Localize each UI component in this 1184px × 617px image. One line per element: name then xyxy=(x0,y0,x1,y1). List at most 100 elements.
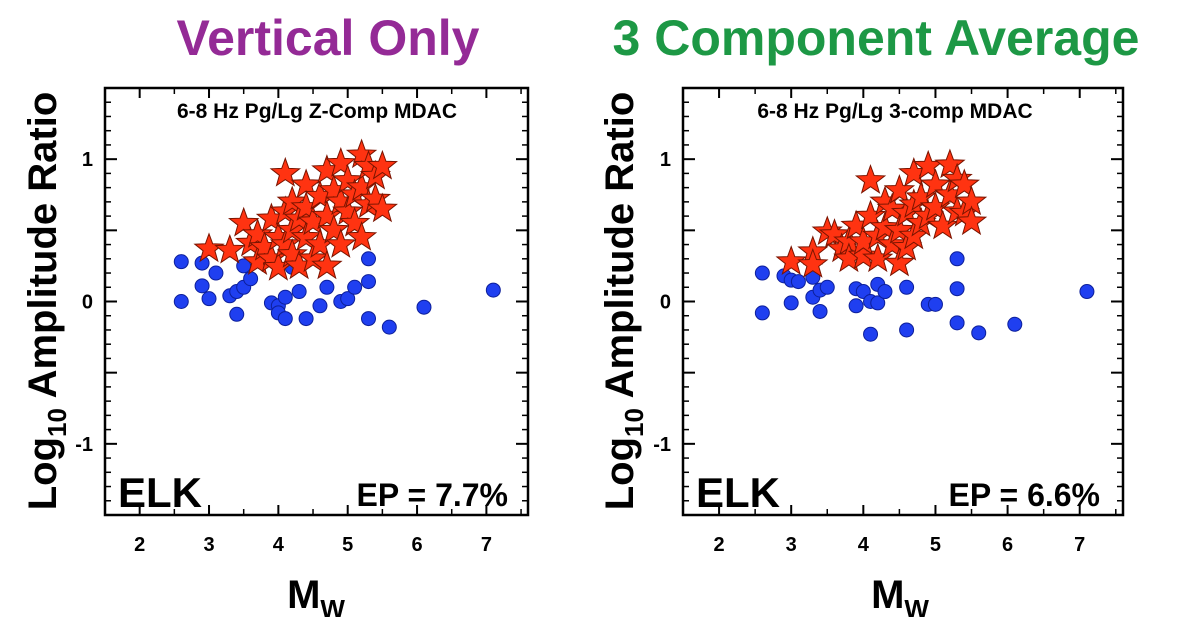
right-circle-point xyxy=(754,265,770,281)
left-x-tick-label: 5 xyxy=(342,534,353,556)
left-ep-label: EP = 7.7% xyxy=(356,477,508,513)
right-star-point xyxy=(797,248,829,278)
right-ep-label: EP = 6.6% xyxy=(948,477,1100,513)
left-circle-point xyxy=(298,311,314,327)
left-circle-point xyxy=(319,279,335,295)
right-station-label: ELK xyxy=(696,469,780,516)
left-x-axis-title-main: M xyxy=(287,573,320,617)
left-star-point xyxy=(366,149,398,180)
right-x-tick-label: 4 xyxy=(858,534,870,556)
left-station-label: ELK xyxy=(118,469,202,516)
left-y-axis-title-main: Log xyxy=(21,437,65,510)
right-star-point xyxy=(883,246,916,277)
right-star-point xyxy=(919,168,952,199)
right-star-point xyxy=(955,205,988,236)
left-x-tick-label: 3 xyxy=(203,534,214,556)
left-star-point xyxy=(339,206,371,237)
left-circle-point xyxy=(291,284,307,300)
left-star-point xyxy=(241,218,274,248)
right-panel: 3 Component Average 6-8 Hz Pg/Lg 3-comp … xyxy=(598,10,1139,617)
left-star-point xyxy=(345,221,378,251)
right-x-axis-title-sub: W xyxy=(904,594,929,617)
right-x-tick-label: 6 xyxy=(1002,534,1013,556)
left-star-point xyxy=(318,213,350,244)
right-x-tick-label: 2 xyxy=(714,534,725,556)
left-plot-title: 6-8 Hz Pg/Lg Z-Comp MDAC xyxy=(177,100,457,123)
right-circle-point xyxy=(899,322,915,338)
left-circle-point xyxy=(194,278,210,294)
left-circle-point xyxy=(173,294,189,309)
right-circle-point xyxy=(848,298,864,314)
left-circle-point xyxy=(312,298,328,314)
left-axis-ticks: 2 3 4 5 6 7 1 0 -1 xyxy=(75,87,528,556)
left-star-point xyxy=(276,185,308,216)
right-star-point xyxy=(927,209,959,240)
right-star-point xyxy=(775,245,807,275)
left-circle-point xyxy=(485,282,501,298)
right-y-axis-title-rest: Amplitude Ratio xyxy=(598,92,642,408)
left-circle-point xyxy=(277,311,293,327)
left-star-point xyxy=(297,242,329,273)
left-x-tick-label: 6 xyxy=(411,534,422,556)
right-x-tick-label: 3 xyxy=(786,534,797,556)
right-circle-point xyxy=(790,274,806,290)
right-star-point xyxy=(883,213,916,244)
left-circle-point xyxy=(243,271,259,287)
right-star-point xyxy=(934,148,966,179)
left-circle-point xyxy=(229,306,245,322)
right-x-axis-title-main: M xyxy=(871,573,904,617)
right-star-point xyxy=(883,174,916,204)
right-star-point xyxy=(854,164,887,194)
left-x-tick-label: 2 xyxy=(134,534,145,556)
left-circle-point xyxy=(201,291,217,307)
right-x-axis-title: MW xyxy=(871,573,929,617)
left-star-point xyxy=(311,199,343,230)
right-y-axis-title-sub: 10 xyxy=(619,408,649,437)
left-y-axis-title-sub: 10 xyxy=(42,408,72,437)
left-circle-point xyxy=(361,251,377,267)
left-star-point xyxy=(325,146,357,177)
right-plot-frame xyxy=(681,86,1125,517)
right-circle-point xyxy=(783,295,799,311)
left-circle-point xyxy=(173,254,189,270)
left-star-point xyxy=(228,206,260,237)
left-circle-point xyxy=(347,279,363,295)
left-star-point xyxy=(214,233,246,264)
left-circle-point xyxy=(361,311,377,327)
right-plot-title: 6-8 Hz Pg/Lg 3-comp MDAC xyxy=(757,100,1032,123)
right-x-tick-label: 5 xyxy=(930,534,941,556)
left-circle-point xyxy=(361,274,377,290)
right-circle-point xyxy=(927,296,943,312)
right-circle-point xyxy=(949,251,965,267)
right-circle-point xyxy=(863,326,879,342)
right-circle-point xyxy=(971,325,987,341)
right-y-axis-title: Log10 Amplitude Ratio xyxy=(598,92,649,511)
right-circle-point xyxy=(1079,284,1095,300)
left-circle-point xyxy=(340,291,356,307)
right-circle-point xyxy=(949,281,965,297)
right-circle-point xyxy=(812,303,828,319)
left-y-tick-label: -1 xyxy=(75,434,93,456)
left-circle-point xyxy=(381,319,397,335)
right-y-tick-label: 1 xyxy=(660,149,671,171)
left-x-axis-title: MW xyxy=(287,573,345,617)
left-x-tick-label: 7 xyxy=(481,534,492,556)
left-heading: Vertical Only xyxy=(177,10,480,66)
right-y-axis-title-main: Log xyxy=(598,437,642,510)
left-circle-point xyxy=(208,265,224,281)
right-y-tick-label: 0 xyxy=(660,292,671,314)
left-y-axis-title-rest: Amplitude Ratio xyxy=(21,92,65,408)
left-star-point xyxy=(311,249,343,280)
right-star-point xyxy=(854,199,887,230)
left-star-point xyxy=(269,156,301,187)
right-heading: 3 Component Average xyxy=(613,10,1140,66)
right-circle-point xyxy=(870,295,886,311)
left-y-axis-title: Log10 Amplitude Ratio xyxy=(21,92,72,511)
right-axis-ticks: 2 3 4 5 6 7 1 0 -1 xyxy=(653,87,1123,556)
right-star-point xyxy=(876,192,908,223)
left-star-point xyxy=(325,228,357,258)
right-circle-point xyxy=(819,279,835,295)
left-circle-point xyxy=(277,289,293,305)
right-circle-point xyxy=(877,284,893,300)
